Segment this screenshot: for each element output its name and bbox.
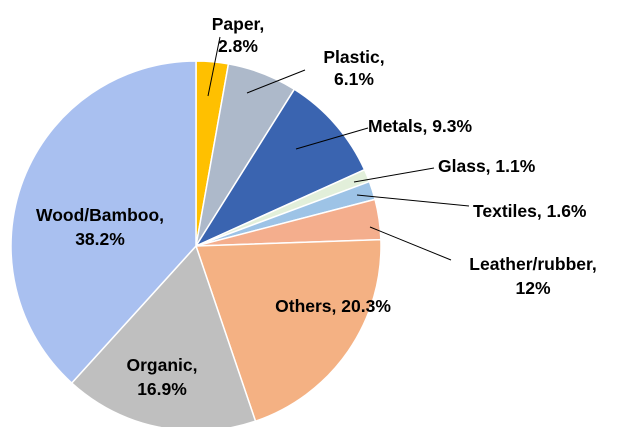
pie-slices (10, 60, 382, 427)
slice-label-others: Others, 20.3% (275, 296, 391, 316)
pie-slice-metals (194, 88, 366, 248)
leader-line-leather-rubber (369, 226, 452, 261)
slice-label-plastic: Plastic, 6.1% (323, 47, 384, 89)
pie-slice-organic (70, 244, 257, 427)
leader-line-paper (207, 36, 221, 97)
slice-label-metals: Metals, 9.3% (368, 116, 473, 136)
slice-label-organic: Organic, 16.9% (127, 355, 198, 399)
slice-label-textiles: Textiles, 1.6% (473, 201, 587, 221)
leader-line-plastic (246, 69, 306, 94)
slice-label-wood-bamboo: Wood/Bamboo, 38.2% (36, 205, 164, 249)
slice-label-paper: Paper, 2.8% (212, 14, 265, 56)
pie-slice-others (194, 238, 382, 423)
slice-labels: Paper, 2.8% Plastic, 6.1% Metals, 9.3% Glass,… (36, 14, 597, 399)
slice-label-glass: Glass, 1.1% (438, 156, 536, 176)
slice-label-leather-rubber: Leather/rubber, 12% (469, 254, 596, 298)
pie-slice-wood-bamboo (10, 60, 197, 385)
leader-lines (207, 36, 470, 261)
leader-line-textiles (356, 194, 470, 207)
leader-line-glass (353, 167, 435, 183)
leader-line-metals (295, 127, 369, 150)
